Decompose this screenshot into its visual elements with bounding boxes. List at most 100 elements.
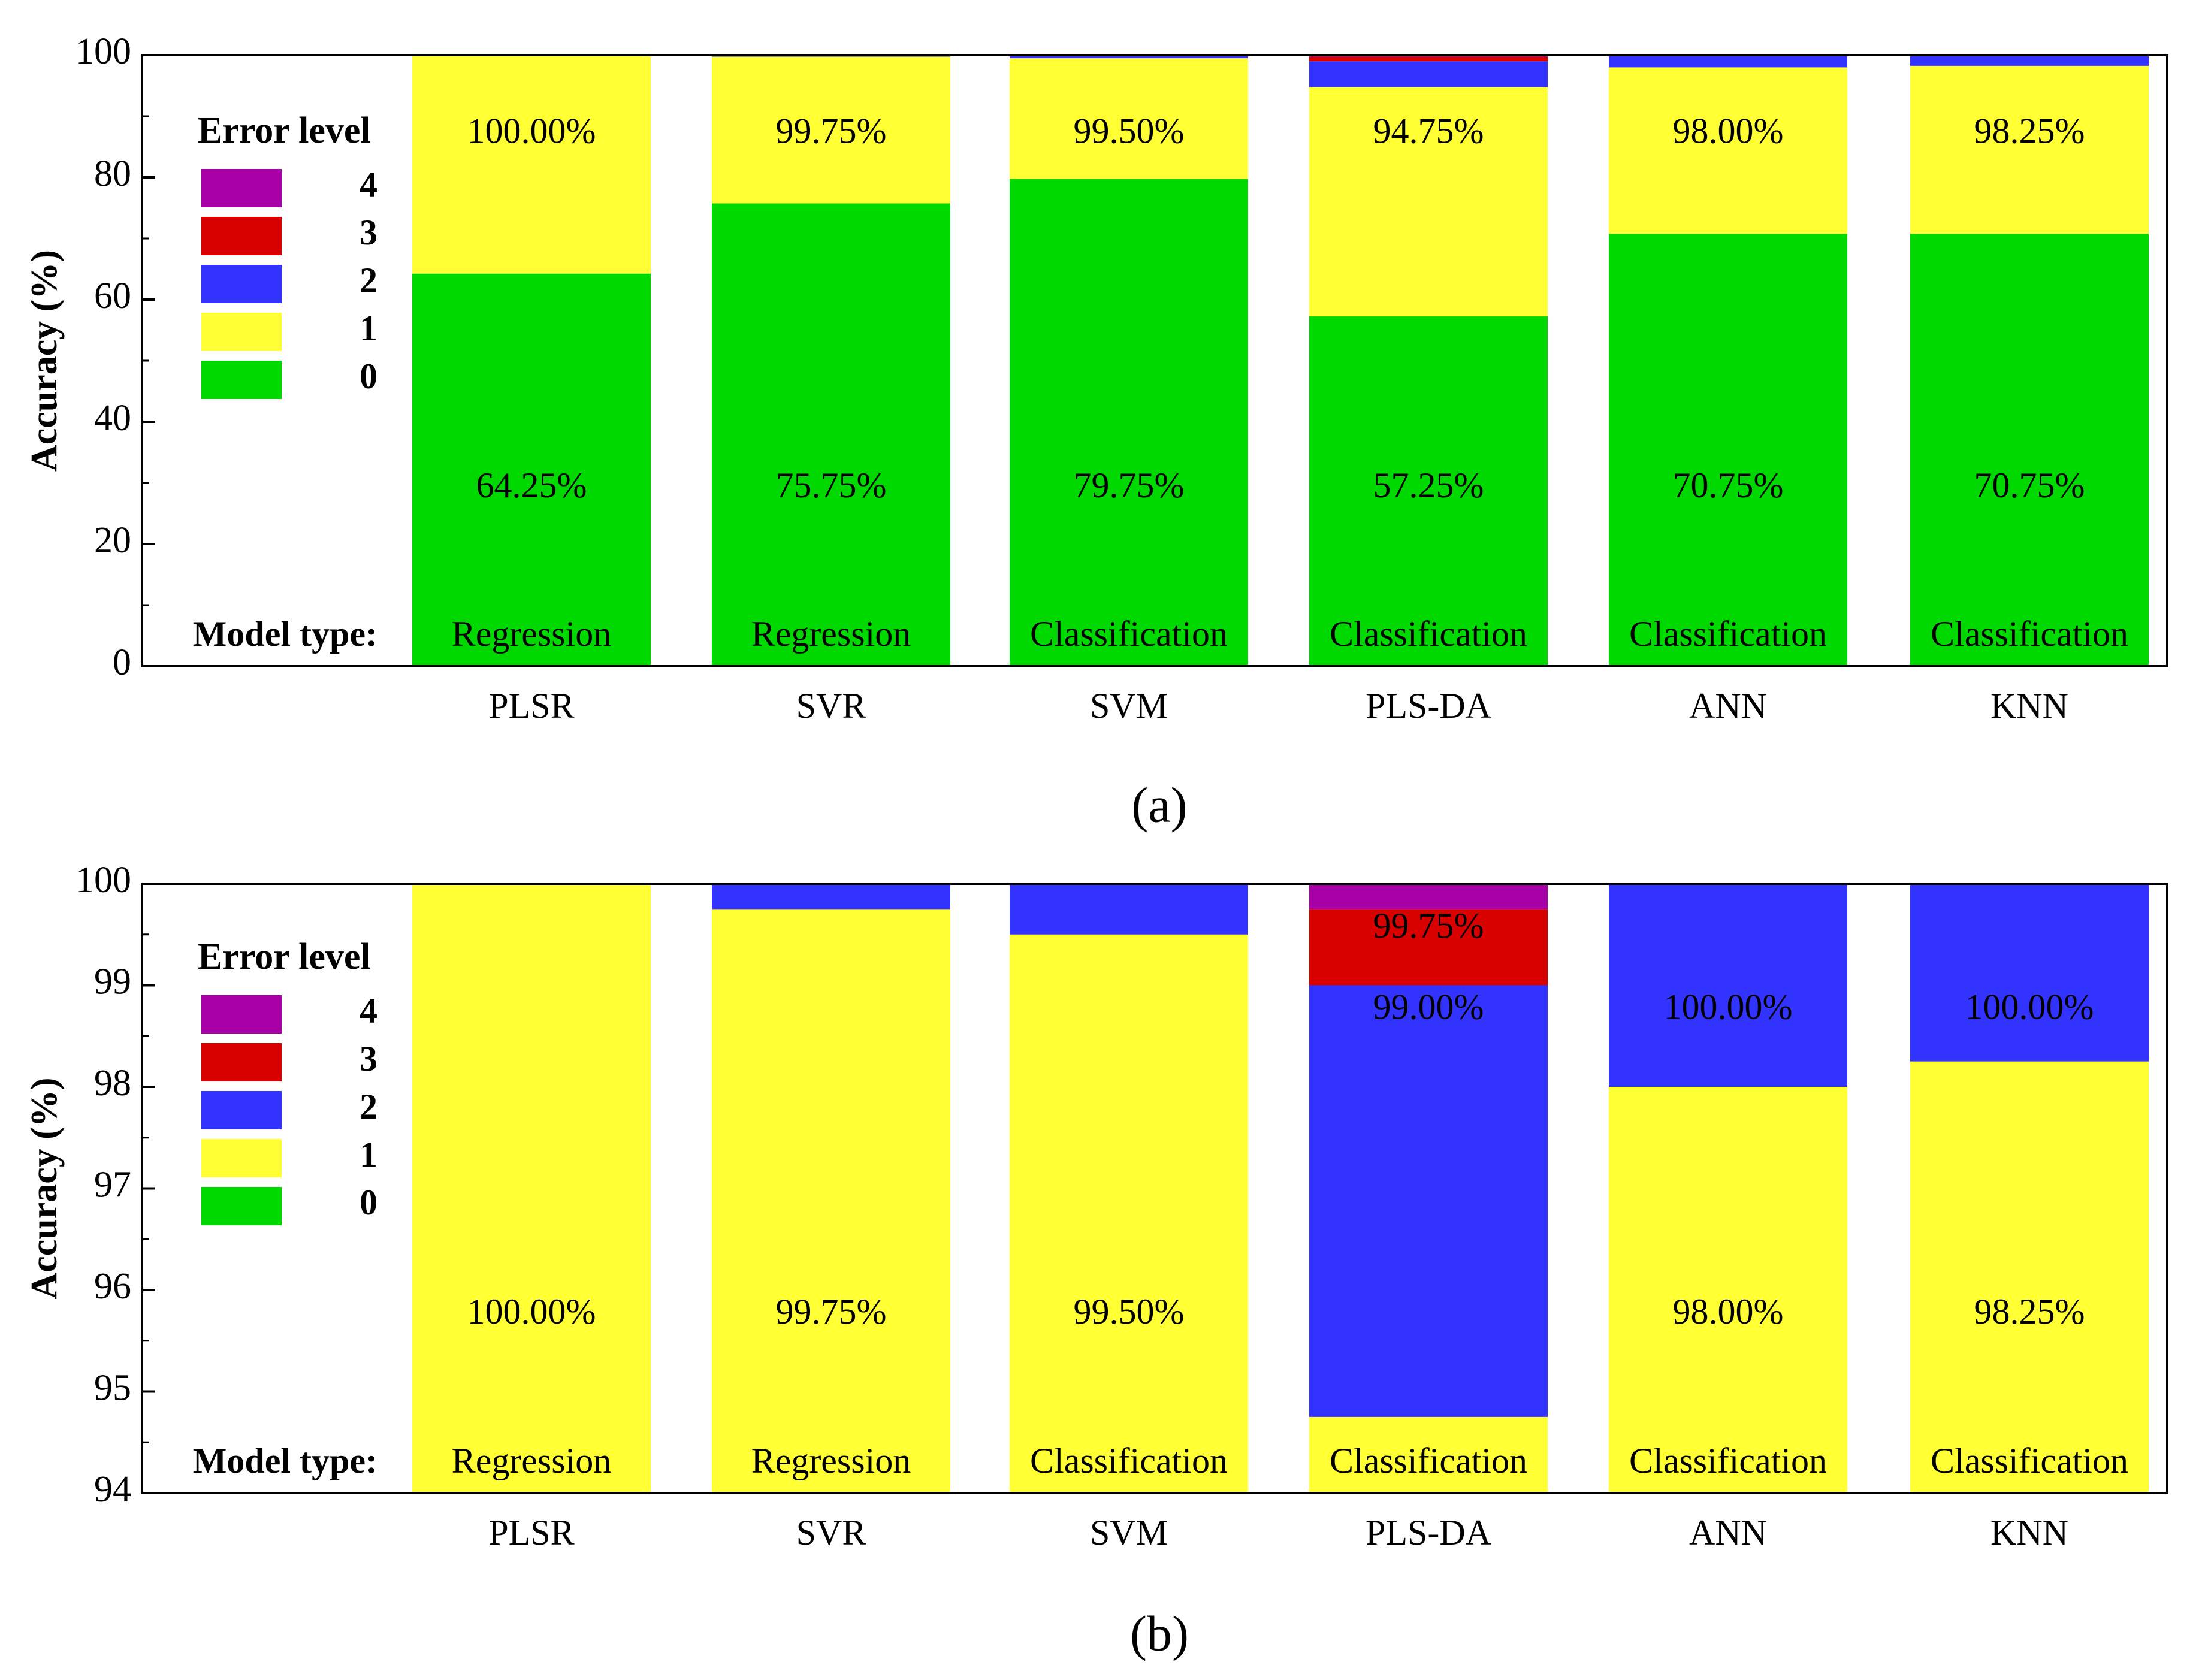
- bar-svm-level-0: [1010, 179, 1248, 666]
- legend-swatch-level-0: [201, 1187, 282, 1225]
- y-tick-label: 100: [75, 31, 131, 72]
- legend-swatch-level-2: [201, 265, 282, 303]
- chart-panel-b: 100.00% 99.75% 99.50% 98.00% 98.25% 99.75% 99.…: [24, 860, 2168, 1661]
- panel-label-a: (a): [1131, 777, 1187, 833]
- legend-label-level-2: 2: [360, 1087, 377, 1126]
- y-tick-label: 98: [94, 1063, 131, 1104]
- legend-title: Error level: [198, 936, 371, 977]
- y-tick-label: 80: [94, 153, 131, 194]
- model-type-pls-da: Classification: [1330, 614, 1527, 654]
- y-tick-label: 0: [113, 642, 131, 683]
- bar-svr-level-1: [712, 909, 950, 1493]
- legend-swatch-level-3: [201, 217, 282, 255]
- y-tick-label: 40: [94, 398, 131, 439]
- data-label: 94.75%: [1373, 111, 1484, 150]
- model-type-label: Model type:: [193, 614, 377, 654]
- model-type-pls-da: Classification: [1330, 1441, 1527, 1480]
- legend-label-level-4: 4: [360, 991, 377, 1031]
- legend-swatch-level-4: [201, 995, 282, 1034]
- x-tick-label-knn: KNN: [1990, 1513, 2068, 1552]
- bar-pls-da-level-1: [1309, 1416, 1548, 1493]
- data-label: 75.75%: [776, 466, 887, 505]
- legend-swatch-level-0: [201, 361, 282, 399]
- model-type-svm: Classification: [1030, 614, 1228, 654]
- x-tick-label-ann: ANN: [1689, 1513, 1767, 1552]
- legend-title: Error level: [198, 110, 371, 151]
- data-label: 98.00%: [1673, 1292, 1784, 1331]
- x-tick-label-svr: SVR: [796, 686, 866, 726]
- bar-knn-level-2: [1910, 884, 2149, 1062]
- data-label: 79.75%: [1074, 466, 1185, 505]
- model-type-svm: Classification: [1030, 1441, 1228, 1480]
- x-tick-label-plsr: PLSR: [488, 1513, 574, 1552]
- bar-plsr-level-0: [412, 273, 651, 666]
- data-label: 99.00%: [1373, 987, 1484, 1027]
- bar-pls-da-level-2: [1309, 61, 1548, 87]
- model-type-ann: Classification: [1629, 614, 1827, 654]
- y-tick-label: 20: [94, 520, 131, 561]
- bar-pls-da-level-1: [1309, 87, 1548, 317]
- bar-svm-level-1: [1010, 58, 1248, 179]
- x-tick-label-svm: SVM: [1090, 686, 1168, 726]
- data-label: 70.75%: [1673, 466, 1784, 505]
- bar-ann-level-2: [1609, 55, 1847, 68]
- bar-knn-level-1: [1910, 65, 2149, 234]
- model-type-knn: Classification: [1931, 1441, 2128, 1480]
- data-label: 99.75%: [1373, 906, 1484, 945]
- bar-svr-level-0: [712, 203, 950, 667]
- legend-label-level-0: 0: [360, 356, 377, 396]
- model-type-plsr: Regression: [452, 614, 612, 654]
- legend-swatch-level-1: [201, 313, 282, 351]
- bar-knn-level-1: [1910, 1061, 2149, 1493]
- y-tick-label: 96: [94, 1266, 131, 1307]
- y-tick-label: 97: [94, 1165, 131, 1205]
- bar-svm-level-2: [1010, 884, 1248, 935]
- legend-label-level-3: 3: [360, 213, 377, 252]
- model-type-knn: Classification: [1931, 614, 2128, 654]
- legend-label-level-4: 4: [360, 165, 377, 204]
- legend-swatch-level-3: [201, 1043, 282, 1081]
- legend: Error level 4 3 2 1 0: [198, 936, 377, 1225]
- legend-swatch-level-2: [201, 1091, 282, 1129]
- bar-pls-da-level-3: [1309, 909, 1548, 986]
- data-label: 100.00%: [1664, 987, 1793, 1027]
- legend-label-level-2: 2: [360, 261, 377, 300]
- bar-svr-level-2: [712, 884, 950, 910]
- data-label: 100.00%: [467, 1292, 596, 1331]
- x-tick-label-svm: SVM: [1090, 1513, 1168, 1552]
- model-type-svr: Regression: [751, 614, 911, 654]
- bar-pls-da-level-2: [1309, 985, 1548, 1417]
- legend-swatch-level-1: [201, 1139, 282, 1177]
- x-tick-label-knn: KNN: [1990, 686, 2068, 726]
- panel-label-b: (b): [1130, 1606, 1189, 1661]
- y-tick-label: 100: [75, 860, 131, 901]
- x-tick-label-pls-da: PLS-DA: [1366, 1513, 1491, 1552]
- bar-pls-da-level-0: [1309, 316, 1548, 666]
- x-tick-label-plsr: PLSR: [488, 686, 574, 726]
- chart-panel-a: 100.00% 99.75% 99.50% 94.75% 98.00% 98.25% 64.…: [24, 31, 2168, 833]
- data-label: 98.25%: [1974, 111, 2085, 150]
- legend-label-level-1: 1: [360, 309, 377, 348]
- bar-pls-da-level-4: [1309, 884, 1548, 910]
- bar-ann-level-1: [1609, 1087, 1847, 1493]
- bar-knn-level-0: [1910, 234, 2149, 667]
- y-tick-label: 94: [94, 1469, 131, 1510]
- legend-label-level-3: 3: [360, 1039, 377, 1078]
- data-label: 100.00%: [467, 111, 596, 150]
- data-label: 99.75%: [776, 111, 887, 150]
- data-label: 57.25%: [1373, 466, 1484, 505]
- model-type-label: Model type:: [193, 1441, 377, 1480]
- bar-ann-level-2: [1609, 884, 1847, 1087]
- data-label: 64.25%: [476, 466, 587, 505]
- y-axis-title: Accuracy (%): [24, 1077, 65, 1299]
- model-type-ann: Classification: [1629, 1441, 1827, 1480]
- bar-svm-level-1: [1010, 934, 1248, 1493]
- model-type-plsr: Regression: [452, 1441, 612, 1480]
- bar-knn-level-2: [1910, 55, 2149, 66]
- bar-svr-level-1: [712, 56, 950, 204]
- bar-ann-level-0: [1609, 234, 1847, 667]
- bar-ann-level-1: [1609, 67, 1847, 234]
- legend-swatch-level-4: [201, 169, 282, 207]
- x-tick-label-pls-da: PLS-DA: [1366, 686, 1491, 726]
